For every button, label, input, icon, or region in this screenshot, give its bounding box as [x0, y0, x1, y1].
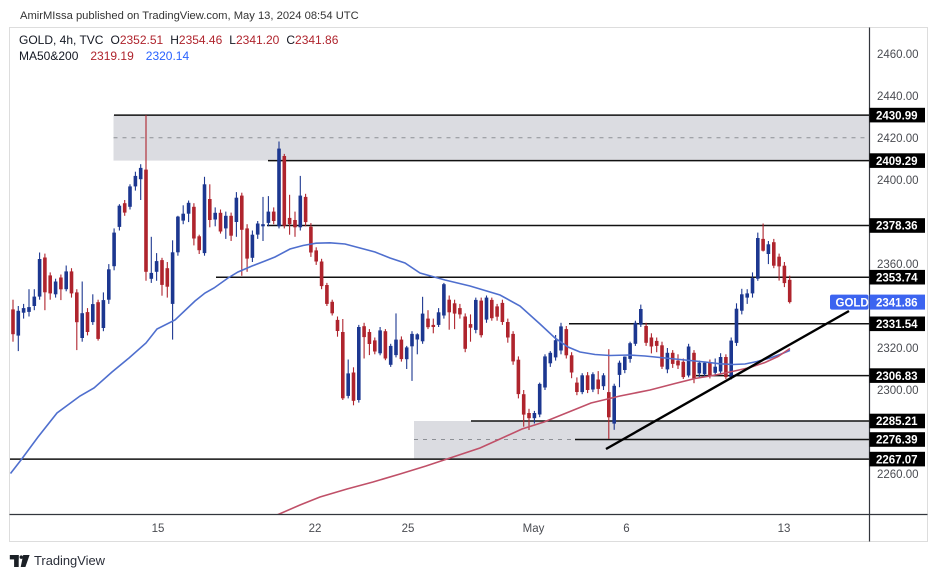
svg-text:2400.00: 2400.00: [877, 175, 919, 187]
svg-text:6: 6: [623, 523, 629, 535]
svg-text:2300.00: 2300.00: [877, 385, 919, 397]
svg-text:2331.54: 2331.54: [876, 319, 918, 331]
svg-text:2430.99: 2430.99: [876, 110, 918, 122]
svg-text:13: 13: [778, 523, 791, 535]
svg-text:25: 25: [402, 523, 415, 535]
svg-text:15: 15: [152, 523, 165, 535]
svg-text:2320.00: 2320.00: [877, 343, 919, 355]
svg-text:2276.39: 2276.39: [876, 435, 918, 447]
svg-text:2285.21: 2285.21: [876, 416, 918, 428]
svg-text:2360.00: 2360.00: [877, 259, 919, 271]
svg-text:2260.00: 2260.00: [877, 469, 919, 481]
svg-text:May: May: [523, 523, 545, 535]
svg-text:2353.74: 2353.74: [876, 272, 918, 284]
svg-text:2306.83: 2306.83: [876, 371, 918, 383]
svg-text:2440.00: 2440.00: [877, 91, 919, 103]
svg-text:2378.36: 2378.36: [876, 221, 918, 233]
svg-text:GOLD: GOLD: [836, 297, 869, 309]
svg-text:2341.86: 2341.86: [876, 297, 918, 309]
svg-text:2409.29: 2409.29: [876, 156, 918, 168]
svg-text:2420.00: 2420.00: [877, 133, 919, 145]
svg-text:TradingView: TradingView: [34, 553, 106, 568]
svg-text:2267.07: 2267.07: [876, 454, 918, 466]
svg-text:AmirMIssa published on Trading: AmirMIssa published on TradingView.com, …: [20, 10, 359, 22]
svg-text:2460.00: 2460.00: [877, 49, 919, 61]
svg-text:22: 22: [309, 523, 322, 535]
